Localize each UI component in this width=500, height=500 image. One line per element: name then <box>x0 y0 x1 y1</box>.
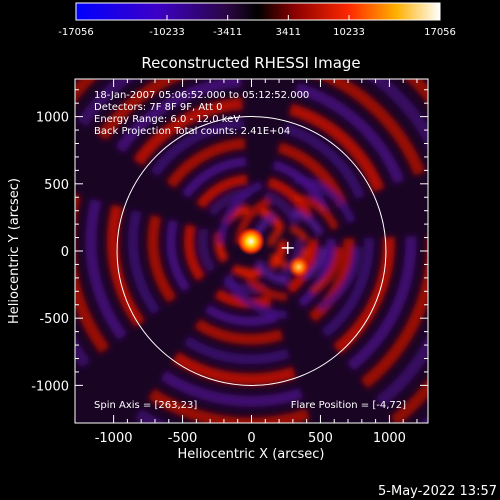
x-tick-label: 0 <box>247 431 255 446</box>
x-axis-label: Heliocentric X (arcsec) <box>178 447 325 462</box>
x-tick-label: 1000 <box>373 431 406 446</box>
spin-axis-text: Spin Axis = [263,23] <box>94 400 197 411</box>
y-tick-label: -500 <box>39 312 69 327</box>
y-tick-label: 500 <box>44 178 69 193</box>
info-line: Back Projection Total counts: 2.41E+04 <box>94 126 290 137</box>
flare-position-text: Flare Position = [-4,72] <box>291 400 406 411</box>
y-tick-label: -1000 <box>31 379 69 394</box>
spin-axis-marker <box>281 241 294 254</box>
axis-ticks <box>75 79 428 423</box>
y-tick-label: 1000 <box>36 111 69 126</box>
info-line: 18-Jan-2007 05:06:52.000 to 05:12:52.000 <box>94 90 309 101</box>
colorbar-ticks: -17056 -10233 -3411 3411 10233 17056 <box>58 15 456 38</box>
colorbar-tick-label: -10233 <box>149 27 184 38</box>
axis-tick-labels: -1000 -500 0 500 1000 1000 500 0 -500 -1000 <box>31 111 406 446</box>
timestamp: 5-May-2022 13:57 <box>378 484 497 499</box>
x-tick-label: 500 <box>308 431 333 446</box>
colorbar-tick-label: 10233 <box>333 27 365 38</box>
flare-source-secondary <box>287 255 310 278</box>
observation-info: 18-Jan-2007 05:06:52.000 to 05:12:52.000… <box>94 90 309 137</box>
solar-disk-limb <box>116 116 387 386</box>
y-axis-label: Heliocentric Y (arcsec) <box>7 178 22 324</box>
colorbar-tick-label: -17056 <box>58 27 93 38</box>
plot-title: Reconstructed RHESSI Image <box>141 54 360 72</box>
colorbar-tick-label: 17056 <box>424 27 456 38</box>
x-tick-label: -500 <box>168 431 198 446</box>
x-tick-label: -1000 <box>95 431 133 446</box>
colorbar-tick-label: -3411 <box>213 27 242 38</box>
info-line: Energy Range: 6.0 - 12.0 keV <box>94 114 240 125</box>
colorbar-tick-label: 3411 <box>276 27 301 38</box>
info-line: Detectors: 7F 8F 9F, Att 0 <box>94 102 222 113</box>
y-tick-label: 0 <box>61 245 69 260</box>
colorbar <box>75 2 441 21</box>
flare-source-primary <box>236 227 265 256</box>
